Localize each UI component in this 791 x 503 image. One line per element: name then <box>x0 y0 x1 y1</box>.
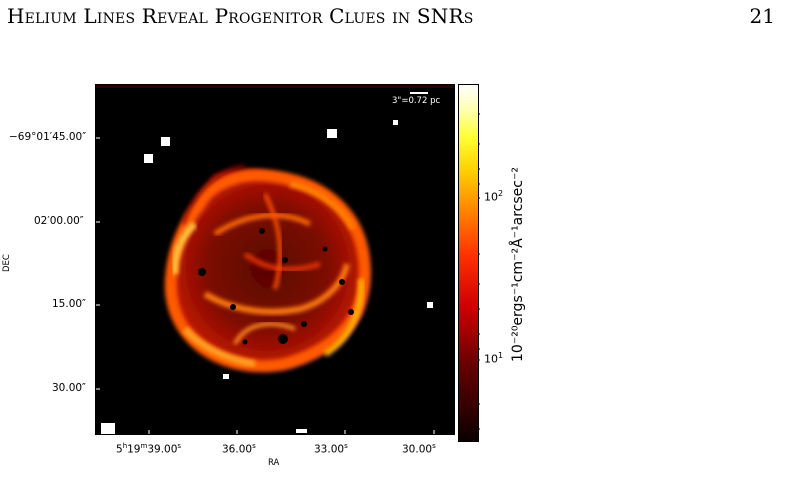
y-tick-label: 15.00″ <box>52 298 86 310</box>
figure: 3"=0.72 pc −69°01′45.00″ 02′00.00″ 15.00… <box>0 70 791 470</box>
colorbar-label: 10⁻²⁰ergs⁻¹cm⁻²Å⁻¹arcsec⁻² <box>510 167 526 362</box>
y-tick-label: −69°01′45.00″ <box>9 131 87 143</box>
colorbar-tick-label: 101 <box>484 351 504 366</box>
star-mask <box>144 154 153 163</box>
y-axis-label: DEC <box>2 254 12 272</box>
star-mask <box>296 429 307 433</box>
scale-bar-label: 3"=0.72 pc <box>392 96 441 106</box>
star-mask <box>101 423 115 434</box>
star-mask <box>161 137 170 146</box>
remnant-shell <box>164 164 371 373</box>
x-tick-label: 30.00s <box>402 442 436 456</box>
colorbar-tick-label: 102 <box>484 189 504 204</box>
y-tick-label: 02′00.00″ <box>34 215 84 227</box>
colorbar <box>458 84 480 442</box>
star-mask <box>327 129 337 138</box>
scale-bar <box>410 92 428 94</box>
y-tick-label: 30.00″ <box>52 382 86 394</box>
x-tick-label: 5h19m39.00s <box>116 442 182 456</box>
x-tick-label: 36.00s <box>222 442 256 456</box>
star-mask <box>223 374 229 379</box>
x-tick-label: 33.00s <box>314 442 348 456</box>
star-mask <box>427 302 433 308</box>
running-title: Helium Lines Reveal Progenitor Clues in … <box>7 4 474 28</box>
page-number: 21 <box>749 4 775 28</box>
x-axis-label: RA <box>268 458 280 468</box>
star-mask <box>393 120 398 125</box>
snr-image <box>95 84 455 435</box>
